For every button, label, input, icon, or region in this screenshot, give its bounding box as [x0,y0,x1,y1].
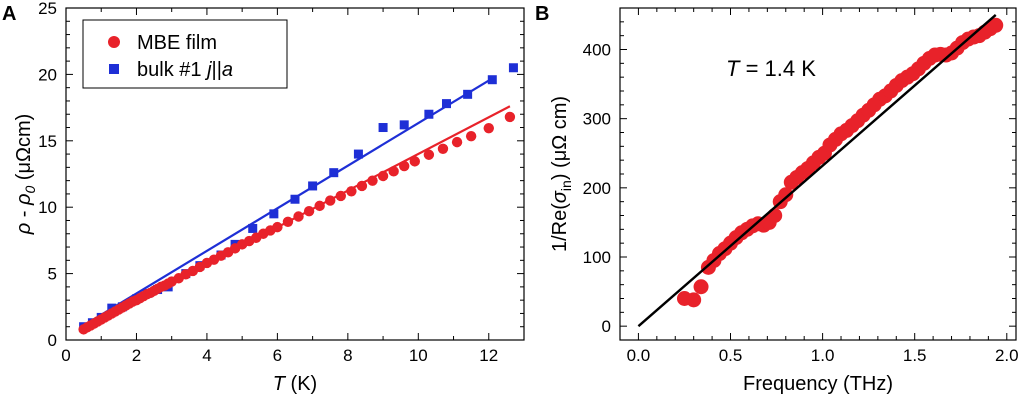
bulk-point [269,209,279,219]
bulk-point [308,181,318,191]
panel-b-ytick-label: 0 [602,317,611,336]
mbe-point [451,136,463,148]
panel-a-ytick-label: 20 [38,65,57,84]
mbe-point [272,221,283,233]
bulk-point [508,63,518,73]
bulk-point [441,99,451,109]
panel-a-axes: 0 2 4 6 8 10 12 0 5 10 15 20 25 T (K) ρ - ρ0 (μΩcm) [13,0,525,395]
mbe-point [335,190,346,202]
mbe-point [504,111,516,123]
legend-label-mbe: MBE film [137,32,217,54]
mbe-point [465,130,477,142]
temperature-annotation: T = 1.4 K [726,56,816,81]
mbe-point [325,195,336,206]
panel-b-ytick-label: 200 [583,179,611,198]
bulk-point [399,120,409,130]
panel-a-xtick-label: 8 [343,346,352,365]
panel-b-xtick-label: 0.0 [627,346,651,365]
mbe-point [303,205,315,217]
panel-a-ytick-label: 0 [48,331,57,350]
legend-marker-bulk [109,64,119,74]
legend-label-bulk: bulk #1 j||a [137,59,233,81]
mbe-point [356,180,368,192]
panel-a-ylabel: ρ - ρ0 (μΩcm) [13,114,38,236]
sigma-point [767,208,783,223]
mbe-point [483,122,494,134]
sigma-point [778,187,794,203]
bulk-point [463,89,473,99]
bulk-point [329,168,339,178]
panel-b-ylabel: 1/Re(σin) (μΩ cm) [549,96,574,252]
mbe-point [388,166,399,177]
panel-a-ytick-label: 10 [38,198,57,217]
mbe-point [367,175,378,186]
sigma-point [693,279,709,295]
panel-b-annotation: T = 1.4 K [726,56,816,81]
panel-a-xtick-label: 0 [61,346,70,365]
panel-b-xtick-label: 1.0 [811,346,835,365]
mbe-point [399,160,410,172]
bulk-point [290,194,300,204]
panel-a-xtick-label: 4 [202,346,211,365]
panel-a-xtick-label: 12 [479,346,498,365]
panel-a-xtick-label: 6 [273,346,282,365]
mbe-point [409,156,420,167]
panel-b-xlabel: Frequency (THz) [743,373,893,395]
panel-a-frame [65,7,525,341]
linear-fit-line [637,14,997,328]
panel-a-xlabel: T (K) [273,373,317,395]
panel-a-ytick-label: 25 [38,0,57,18]
panel-a-ytick-label: 5 [48,265,57,284]
mbe-point [314,200,325,212]
panel-b-axes: 0.0 0.5 1.0 1.5 2.0 0 100 200 300 400 Frequency (T… [549,7,1019,395]
bulk-point [378,123,388,133]
panel-label-b: B [535,3,549,25]
mbe-point [423,149,435,160]
panel-label-a: A [2,3,16,25]
mbe-point [437,143,449,154]
panel-a-points [78,63,518,335]
bulk-fit-line [83,77,493,327]
bulk-point [487,75,497,85]
panel-a-xtick-label: 10 [409,346,428,365]
panel-b-xtick-label: 1.5 [903,346,927,365]
legend-box [82,19,288,89]
panel-b-xtick-label: 0.5 [719,346,743,365]
panel-b-ytick-label: 100 [583,248,611,267]
bulk-point [353,149,363,159]
mbe-point [346,186,357,197]
mbe-point [293,211,304,222]
sigma-point [686,292,702,308]
panel-b-ytick-label: 400 [583,41,611,60]
sigma-point [988,17,1004,33]
mbe-point [282,216,294,228]
mbe-point [377,170,389,182]
bulk-point [424,109,434,119]
panel-a-legend: MBE film bulk #1 j||a [82,19,288,89]
panel-b-fits [637,14,997,328]
legend-marker-mbe [108,36,120,48]
panel-a-ytick-label: 15 [38,132,57,151]
panel-a-xtick-label: 2 [132,346,141,365]
bulk-point [248,223,258,233]
panel-b-ytick-label: 300 [583,110,611,129]
panel-b-xtick-label: 2.0 [995,346,1019,365]
